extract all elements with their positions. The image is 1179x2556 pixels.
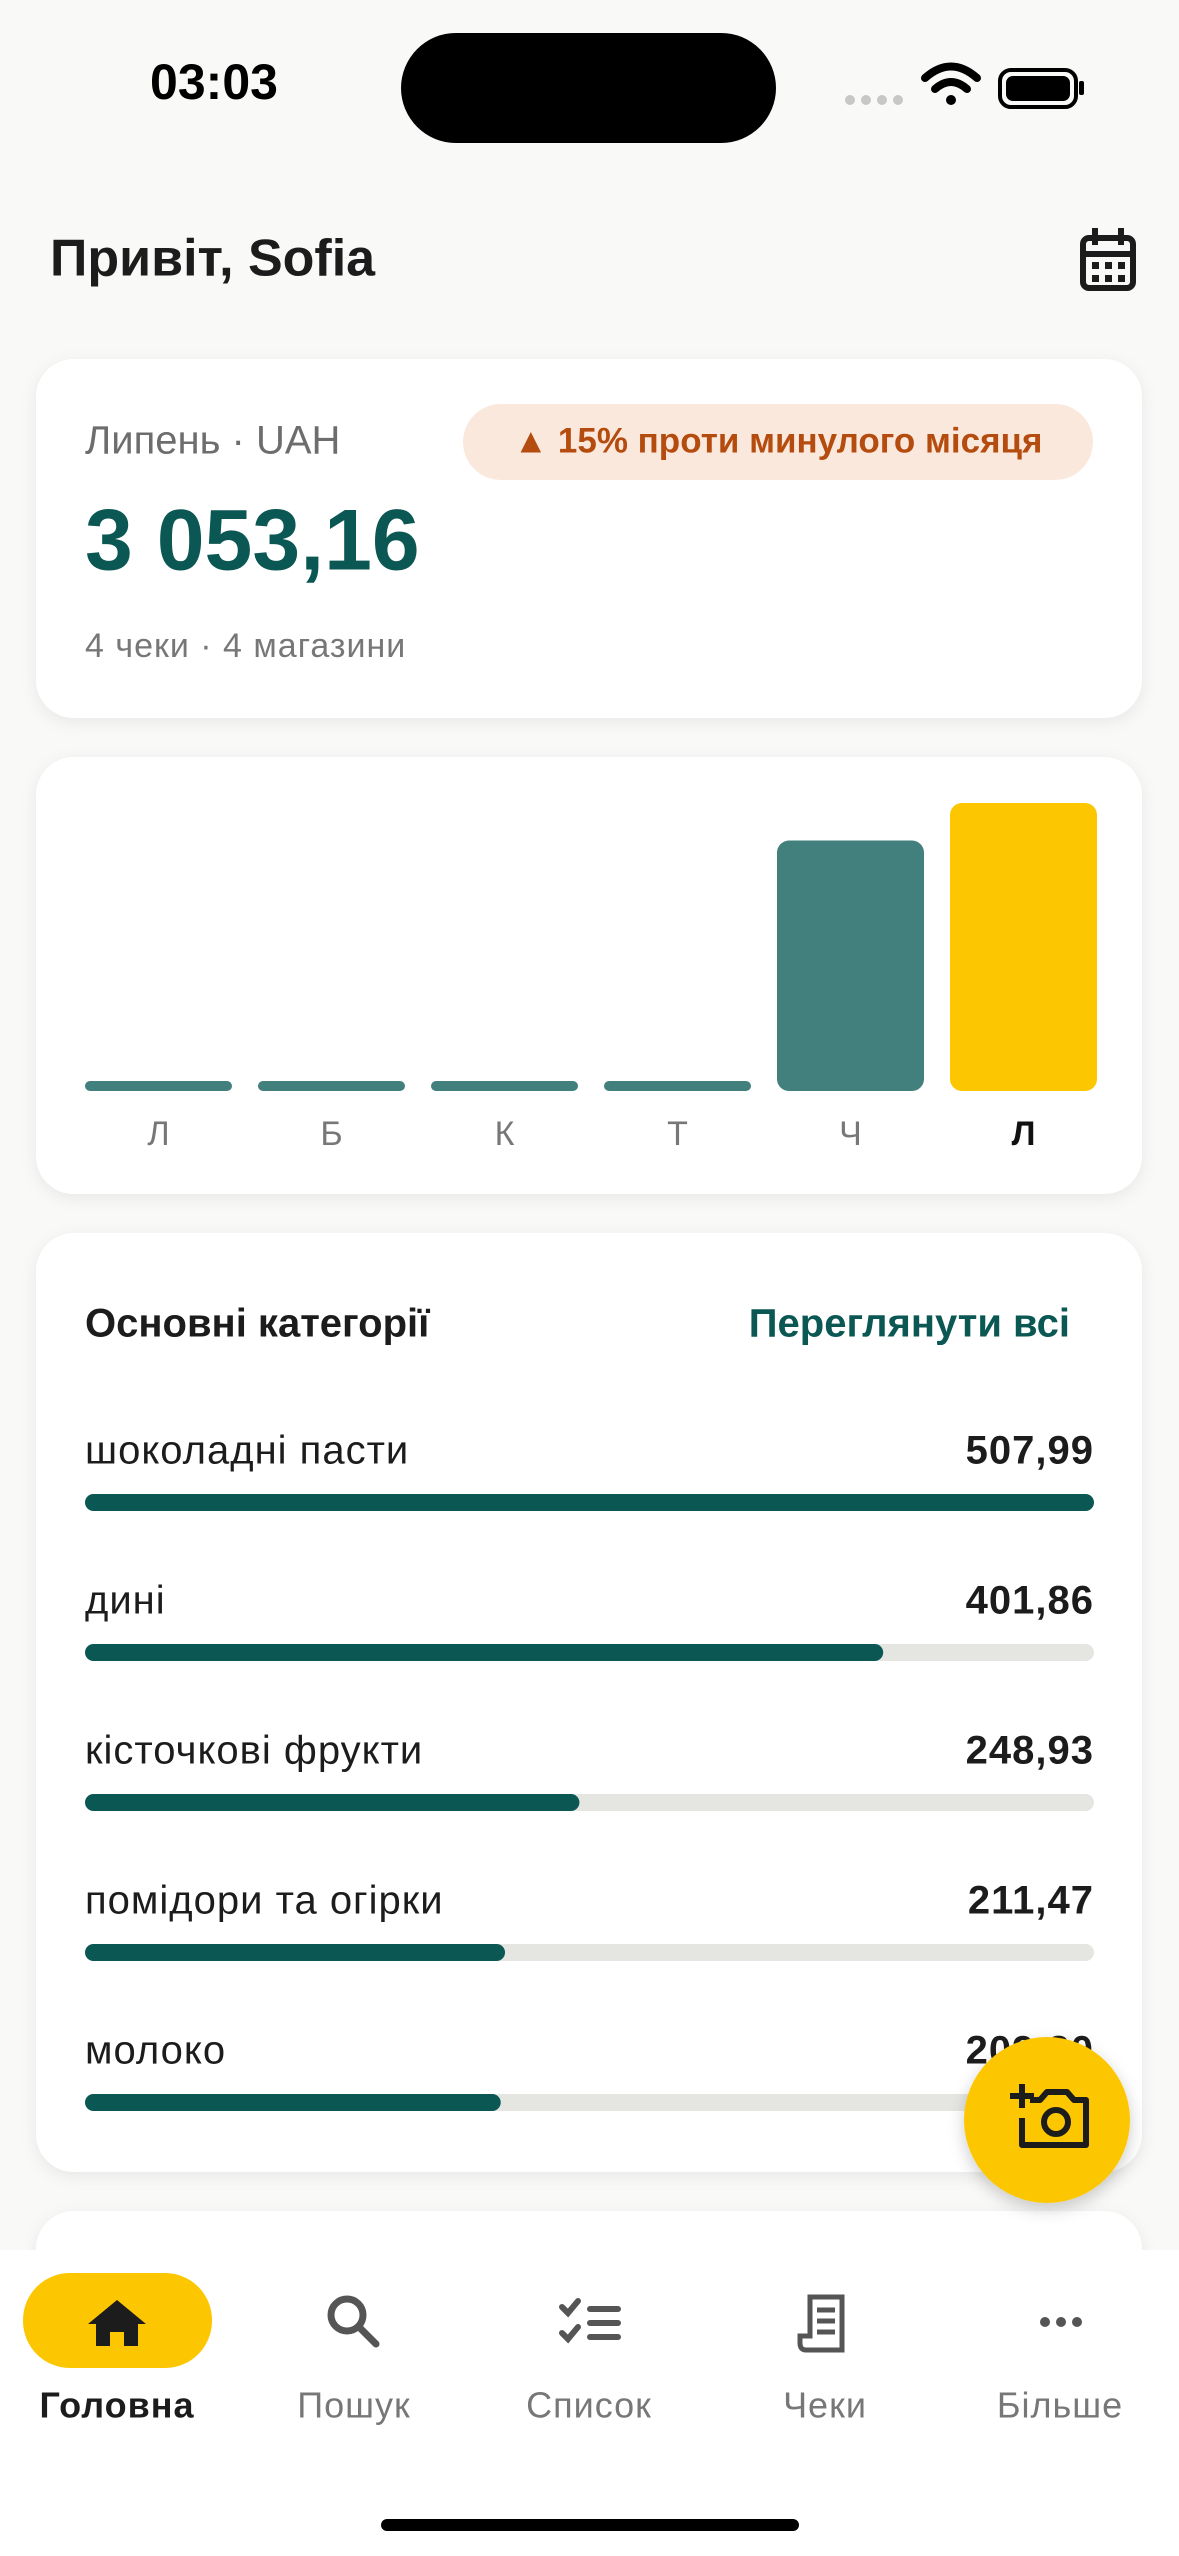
category-bar (85, 2094, 501, 2111)
receipts-icon[interactable] (797, 2294, 845, 2353)
category-name: кісточкові фрукти (85, 1729, 423, 1773)
category-amount: 401,86 (966, 1579, 1094, 1623)
search-icon[interactable] (327, 2295, 380, 2348)
view-all-link[interactable]: Переглянути всі (749, 1302, 1070, 1346)
categories-title: Основні категорії (85, 1302, 430, 1346)
x-tick-label: Ч (839, 1115, 862, 1153)
category-bar (85, 1944, 506, 1961)
category-name: молоко (85, 2029, 226, 2073)
bar (85, 1081, 232, 1091)
nav-labels: Головна Пошук Список Чеки Більше (40, 2385, 1123, 2426)
bar (604, 1081, 751, 1091)
category-name: дині (85, 1579, 166, 1623)
x-tick-label: Т (667, 1115, 688, 1153)
bar (777, 840, 924, 1091)
total-amount: 3 053,16 (85, 493, 420, 589)
dynamic-island (401, 33, 776, 143)
category-bar (85, 1644, 884, 1661)
home-icon[interactable] (88, 2300, 146, 2346)
nav-label[interactable]: Більше (997, 2385, 1123, 2426)
home-indicator (381, 2519, 799, 2531)
category-bar (85, 1794, 580, 1811)
bar (431, 1081, 578, 1091)
category-name: помідори та огірки (85, 1879, 444, 1923)
calendar-button[interactable] (1080, 228, 1136, 291)
x-tick-label: К (495, 1115, 515, 1153)
x-tick-label: Л (1012, 1115, 1036, 1153)
nav-label[interactable]: Чеки (783, 2385, 867, 2426)
x-tick-label: Б (320, 1115, 342, 1153)
categories-card (36, 1233, 1142, 2172)
bar (258, 1081, 405, 1091)
wifi-icon (921, 62, 981, 105)
more-icon[interactable] (1040, 2317, 1082, 2327)
category-amount: 507,99 (966, 1429, 1094, 1473)
scan-receipt-button[interactable] (964, 2037, 1130, 2203)
bar (950, 803, 1097, 1091)
category-name: шоколадні пасти (85, 1429, 409, 1473)
nav-label[interactable]: Список (526, 2385, 652, 2426)
category-amount: 211,47 (968, 1879, 1094, 1923)
summary-details: 4 чеки · 4 магазини (85, 627, 406, 665)
category-amount: 248,93 (966, 1729, 1094, 1773)
greeting: Привіт, Sofia (50, 230, 376, 288)
change-text: ▲ 15% проти минулого місяця (514, 421, 1043, 460)
list-icon[interactable] (559, 2298, 621, 2344)
signal-icon (845, 95, 903, 105)
nav-label[interactable]: Головна (40, 2385, 195, 2426)
nav-label[interactable]: Пошук (297, 2385, 411, 2426)
category-bar (85, 1494, 1094, 1511)
period: Липень · UAH (85, 419, 340, 463)
status-time: 03:03 (150, 54, 278, 110)
change-pill (463, 404, 1093, 480)
battery-icon (998, 68, 1084, 109)
x-tick-label: Л (147, 1115, 169, 1153)
